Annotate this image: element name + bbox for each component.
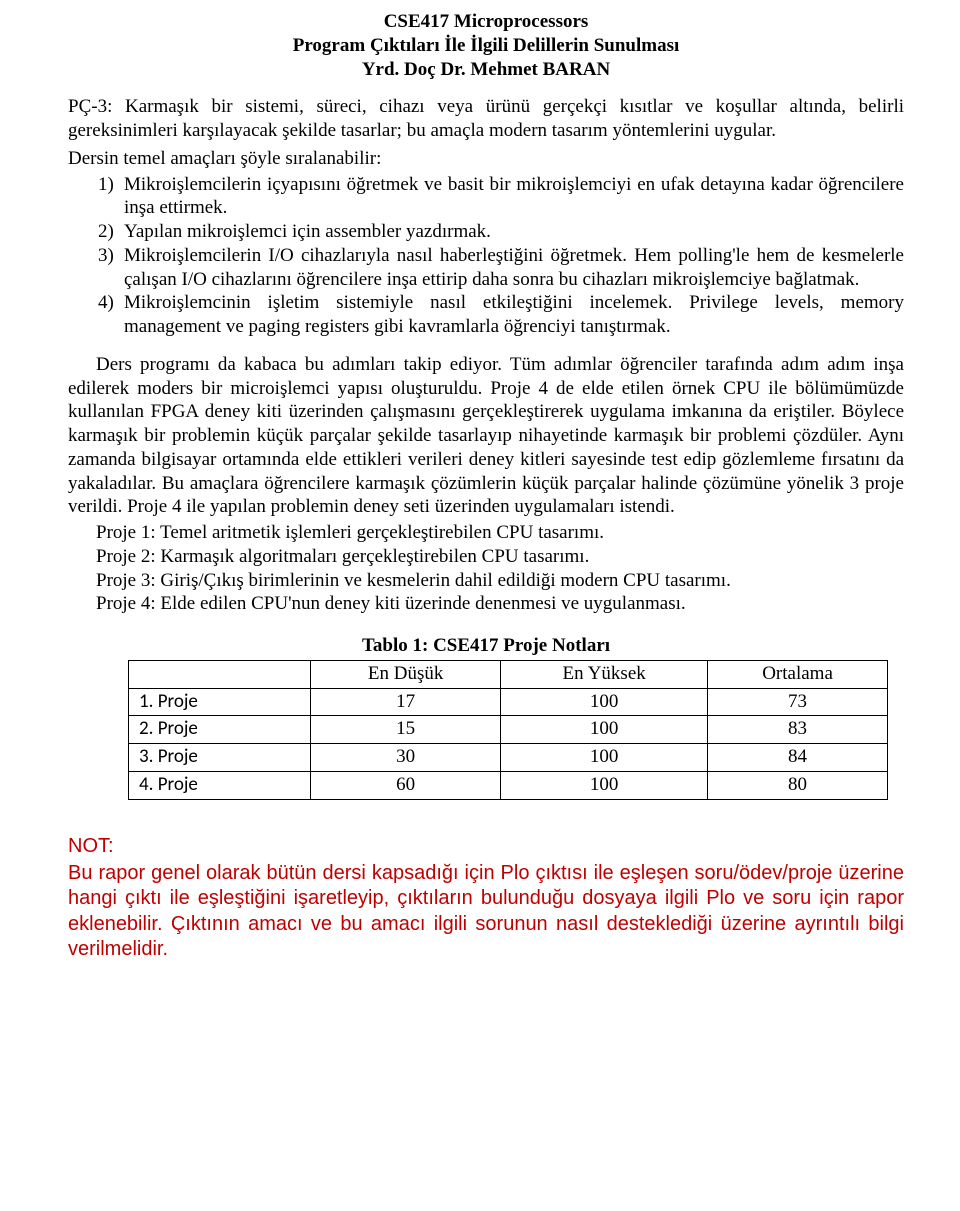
table-cell: 1. Proje [129,688,311,716]
table-header-cell [129,660,311,688]
note-label: NOT: [68,834,904,859]
objective-item: Yapılan mikroişlemci için assembler yazd… [124,220,904,244]
header-line-2: Program Çıktıları İle İlgili Delillerin … [68,34,904,58]
project-line: Proje 4: Elde edilen CPU'nun deney kiti … [68,592,904,616]
pc3-description: PÇ-3: Karmaşık bir sistemi, süreci, ciha… [68,95,904,143]
table-title: Tablo 1: CSE417 Proje Notları [68,634,904,658]
table-header-cell: En Yüksek [501,660,708,688]
objective-item: Mikroişlemcilerin I/O cihazlarıyla nasıl… [124,244,904,292]
table-row: 4. Proje 60 100 80 [129,771,888,799]
document-header: CSE417 Microprocessors Program Çıktıları… [68,10,904,81]
table-cell: 30 [311,744,501,772]
table-header-cell: Ortalama [708,660,888,688]
table-cell: 100 [501,771,708,799]
project-line: Proje 1: Temel aritmetik işlemleri gerçe… [68,521,904,545]
header-line-1: CSE417 Microprocessors [68,10,904,34]
table-row: 1. Proje 17 100 73 [129,688,888,716]
table-cell: 100 [501,716,708,744]
project-line: Proje 3: Giriş/Çıkış birimlerinin ve kes… [68,569,904,593]
objectives-list: Mikroişlemcilerin içyapısını öğretmek ve… [68,173,904,339]
table-header-cell: En Düşük [311,660,501,688]
objective-item: Mikroişlemcinin işletim sistemiyle nasıl… [124,291,904,339]
project-line: Proje 2: Karmaşık algoritmaları gerçekle… [68,545,904,569]
main-paragraph: Ders programı da kabaca bu adımları taki… [68,353,904,519]
table-cell: 17 [311,688,501,716]
project-list: Proje 1: Temel aritmetik işlemleri gerçe… [68,521,904,616]
table-cell: 2. Proje [129,716,311,744]
grades-table: En Düşük En Yüksek Ortalama 1. Proje 17 … [128,660,888,800]
table-header-row: En Düşük En Yüksek Ortalama [129,660,888,688]
objective-item: Mikroişlemcilerin içyapısını öğretmek ve… [124,173,904,221]
header-line-3: Yrd. Doç Dr. Mehmet BARAN [68,58,904,82]
table-cell: 60 [311,771,501,799]
table-cell: 83 [708,716,888,744]
table-cell: 3. Proje [129,744,311,772]
table-row: 2. Proje 15 100 83 [129,716,888,744]
objectives-intro: Dersin temel amaçları şöyle sıralanabili… [68,147,904,171]
note-body: Bu rapor genel olarak bütün dersi kapsad… [68,861,904,963]
table-cell: 100 [501,744,708,772]
table-cell: 100 [501,688,708,716]
table-cell: 73 [708,688,888,716]
table-row: 3. Proje 30 100 84 [129,744,888,772]
table-cell: 80 [708,771,888,799]
table-cell: 15 [311,716,501,744]
table-cell: 4. Proje [129,771,311,799]
table-cell: 84 [708,744,888,772]
